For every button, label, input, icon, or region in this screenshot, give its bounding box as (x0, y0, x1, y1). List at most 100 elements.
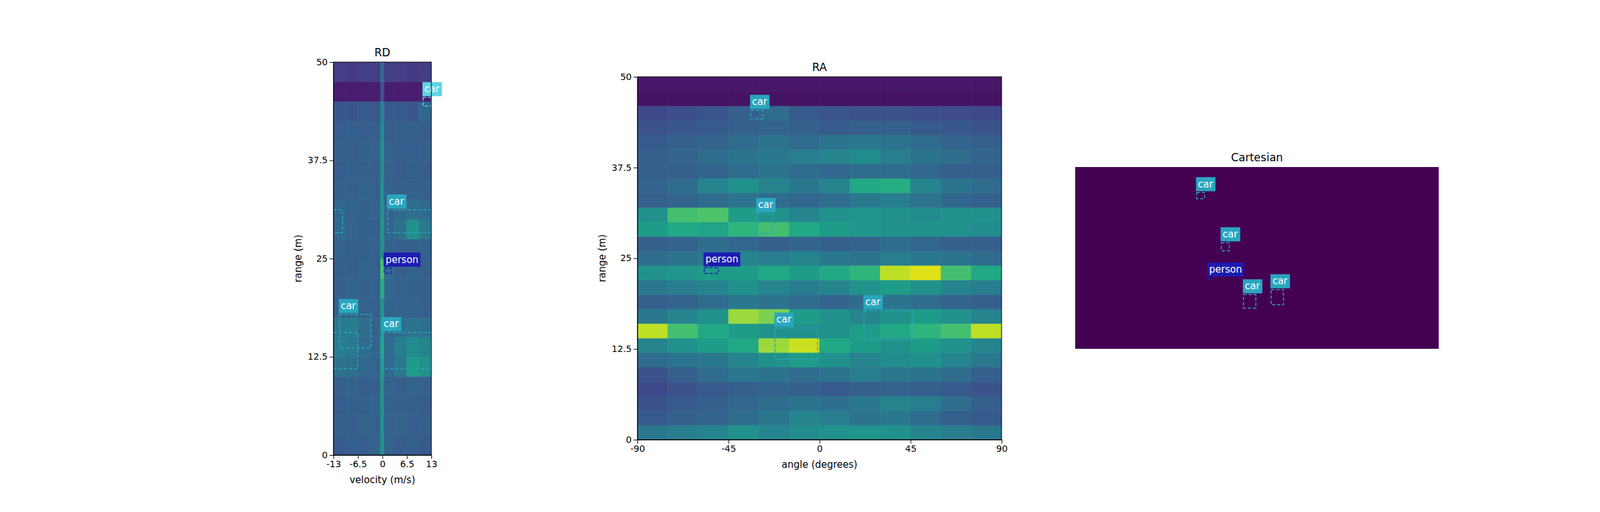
heatmap-cell (369, 62, 381, 82)
heatmap-cell (380, 62, 385, 82)
heatmap-cell (698, 105, 729, 121)
heatmap-cell (419, 62, 432, 82)
heatmap-cell (789, 91, 820, 107)
heatmap-cell (880, 396, 911, 411)
heatmap-cell (880, 120, 911, 136)
heatmap-cell (910, 163, 941, 179)
heatmap-cell (384, 219, 395, 240)
tick-label: -45 (721, 443, 736, 454)
heatmap-cell (667, 323, 698, 339)
heatmap-cell (910, 135, 941, 150)
heatmap-cell (698, 352, 729, 368)
heatmap-cell (819, 178, 850, 194)
heatmap-cell (667, 135, 698, 150)
tick-label: 0 (817, 443, 824, 454)
box-label-bg (422, 81, 442, 96)
heatmap-cell (728, 135, 759, 150)
heatmap-cell (940, 207, 971, 223)
heatmap-cell (910, 396, 941, 411)
y-axis-title: range (m) (596, 234, 608, 283)
tick-mark (633, 167, 638, 169)
heatmap-cell (637, 135, 668, 150)
box-label: person (703, 252, 740, 267)
x-axis-title: angle (degrees) (781, 458, 857, 471)
heatmap-cell (419, 416, 432, 436)
heatmap-cell (419, 140, 432, 161)
heatmap-cell (637, 265, 668, 281)
heatmap-cell (971, 149, 1002, 164)
box-label: car (386, 194, 406, 209)
heatmap-cell (819, 265, 850, 281)
heatmap-cell (971, 410, 1002, 426)
heatmap-cell (971, 367, 1002, 383)
box-label-bg (863, 295, 883, 310)
heatmap-cell (394, 101, 408, 121)
heatmap-cell (880, 149, 911, 164)
tick-mark (633, 258, 638, 260)
heatmap-cell (394, 219, 408, 240)
heatmap-cell (880, 192, 911, 208)
heatmap-cell (1075, 167, 1439, 349)
tick: 0 (321, 449, 334, 461)
heatmap-cell (910, 222, 941, 237)
heatmap-cell (384, 101, 395, 121)
heatmap-cell (971, 105, 1002, 121)
tick: -45 (721, 439, 736, 454)
tick: -13 (326, 455, 342, 470)
heatmap-cell (667, 294, 698, 310)
heatmap-cell (698, 163, 729, 179)
heatmap-cell (728, 163, 759, 179)
heatmap-cell (971, 250, 1002, 266)
heatmap-cell (637, 424, 668, 440)
heatmap-cell (369, 337, 381, 358)
heatmap-cell (819, 207, 850, 223)
heatmap-cell (667, 105, 698, 121)
heatmap-cell (407, 140, 420, 161)
heatmap-cell (384, 140, 395, 161)
heatmap-cell (849, 192, 880, 208)
heatmap-cell (345, 357, 358, 377)
heatmap-cell (333, 62, 346, 82)
heatmap-cell (369, 416, 381, 436)
heatmap-cell (698, 135, 729, 150)
title: RA (812, 60, 827, 74)
heatmap-cell (728, 424, 759, 440)
x-axis: -13-6.506.513 (326, 455, 438, 470)
figure: carcarpersoncarcarRD-13-6.506.513012.525… (0, 0, 1600, 512)
heatmap-cell (357, 160, 370, 181)
heatmap-cell (789, 149, 820, 164)
heatmap-cell (849, 135, 880, 150)
heatmap-cell (789, 367, 820, 383)
heatmap-cell (333, 140, 346, 161)
axis-line (329, 62, 335, 456)
heatmap-cell (419, 278, 432, 299)
heatmap-cell (759, 250, 790, 266)
heatmap-cell (698, 178, 729, 194)
heatmap-cell (759, 163, 790, 179)
heatmap-cell (345, 416, 358, 436)
heatmap-cell (849, 410, 880, 426)
heatmap-cell (971, 207, 1002, 223)
heatmap-cell (759, 222, 790, 237)
heatmap-cell (789, 105, 820, 121)
heatmap-cell (369, 278, 381, 299)
heatmap-cell (698, 323, 729, 339)
heatmap-cell (394, 160, 408, 181)
heatmap-cell (971, 178, 1002, 194)
heatmap-cell (910, 410, 941, 426)
box-label-text: car (388, 195, 404, 208)
heatmap-cell (789, 250, 820, 266)
heatmap-cell (819, 381, 850, 397)
tick-mark (329, 357, 334, 358)
heatmap-cell (759, 410, 790, 426)
heatmap-cell (667, 396, 698, 411)
box-labels: carcarpersoncarcar (703, 94, 883, 327)
heatmap-cell (940, 381, 971, 397)
heatmap-cell (728, 236, 759, 251)
heatmap-cell (333, 376, 346, 397)
heatmap-cell (819, 396, 850, 411)
heatmap-cell (849, 91, 880, 107)
heatmap-cell (419, 219, 432, 240)
heatmap-cell (637, 76, 668, 92)
tick-label: 13 (426, 458, 438, 470)
